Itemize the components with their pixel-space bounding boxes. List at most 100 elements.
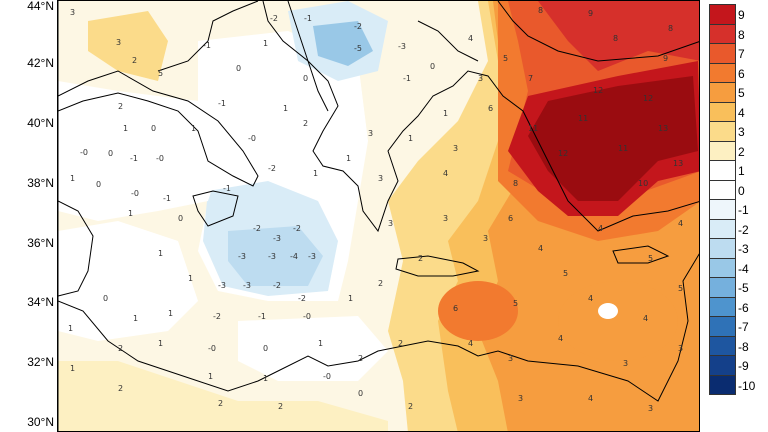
lat-label: 38°N [27,176,54,190]
legend-label: -4 [738,261,749,276]
grid-value: 1 [318,339,323,348]
legend-swatch [709,374,736,395]
color-legend [709,0,736,432]
grid-value: -0 [156,154,164,163]
lat-label: 34°N [27,295,54,309]
grid-value: 1 [70,174,75,183]
grid-value: 1 [346,154,351,163]
grid-value: 0 [358,389,363,398]
grid-value: 5 [513,299,518,308]
grid-value: 12 [593,86,603,95]
grid-value: 4 [558,334,563,343]
legend-swatch [709,179,736,200]
grid-value: 1 [188,274,193,283]
grid-value: 4 [468,339,473,348]
grid-value: 1 [263,374,268,383]
grid-value: -0 [248,134,256,143]
grid-value: 2 [118,344,123,353]
legend-swatch [709,23,736,44]
grid-value: 0 [151,124,156,133]
grid-value: 0 [108,149,113,158]
grid-value: 1 [348,294,353,303]
legend-swatch [709,335,736,356]
grid-value: 0 [103,294,108,303]
legend-swatch [709,238,736,259]
grid-value: 5 [648,254,653,263]
grid-value: -2 [298,294,306,303]
grid-value: 3 [368,129,373,138]
grid-value: 4 [598,224,603,233]
grid-value: 4 [468,34,473,43]
grid-value: 8 [613,34,618,43]
grid-value: -1 [163,194,171,203]
legend-label: -3 [738,242,749,256]
grid-value: 11 [528,124,538,133]
grid-value: 1 [408,134,413,143]
grid-value: 7 [528,74,533,83]
grid-value: 0 [303,74,308,83]
grid-value: 0 [236,64,241,73]
legend-label: 7 [738,47,745,61]
legend-label: 3 [738,125,745,139]
legend-label: -9 [738,359,749,373]
grid-value: -0 [131,189,139,198]
grid-value: 2 [118,384,123,393]
grid-value: 1 [208,372,213,381]
grid-value: 4 [643,314,648,323]
grid-value: -3 [243,281,251,290]
grid-value: 2 [218,399,223,408]
grid-value: -2 [273,281,281,290]
grid-value: 5 [503,54,508,63]
grid-value: 1 [191,124,196,133]
grid-value: -1 [218,99,226,108]
legend-label: 5 [738,86,745,100]
grid-value: -1 [403,74,411,83]
grid-value: 3 [70,8,75,17]
grid-value: 2 [132,56,137,65]
grid-value: 1 [158,339,163,348]
lat-label: 36°N [27,236,54,250]
grid-value: 0 [96,180,101,189]
grid-value: 0 [430,62,435,71]
grid-value: 1 [128,209,133,218]
legend-label: 2 [738,144,745,159]
grid-value: 3 [518,394,523,403]
grid-value: -5 [354,44,362,53]
legend-label: 6 [738,66,745,81]
lat-label: 32°N [27,355,54,369]
grid-value: -3 [218,281,226,290]
grid-value: -0 [323,372,331,381]
grid-value: 3 [483,234,488,243]
grid-value: -2 [270,14,278,23]
legend-label: -6 [738,300,749,315]
legend-swatch [709,82,736,103]
grid-value: -2 [213,312,221,321]
grid-value: 2 [418,254,423,263]
grid-value: 6 [453,304,458,313]
grid-value: -2 [354,22,362,31]
legend-swatch [709,43,736,64]
grid-value: -1 [203,41,211,50]
legend-swatch [709,199,736,220]
grid-value: -3 [273,234,281,243]
grid-value: -2 [253,224,261,233]
legend-label: 8 [738,27,745,42]
grid-value: 12 [558,149,568,158]
grid-value: 4 [678,219,683,228]
anomaly-fields [58,1,699,431]
grid-value: 3 [453,144,458,153]
grid-value: 5 [158,69,163,78]
grid-value: 0 [263,344,268,353]
lat-label: 42°N [27,56,54,70]
grid-value: 1 [70,364,75,373]
grid-value: 2 [358,354,363,363]
legend-label: -5 [738,281,749,295]
grid-value: 3 [388,219,393,228]
grid-value: 1 [283,104,288,113]
grid-value: 1 [133,314,138,323]
legend-label: -8 [738,339,749,354]
grid-value: -3 [308,252,316,261]
grid-value: 3 [378,174,383,183]
